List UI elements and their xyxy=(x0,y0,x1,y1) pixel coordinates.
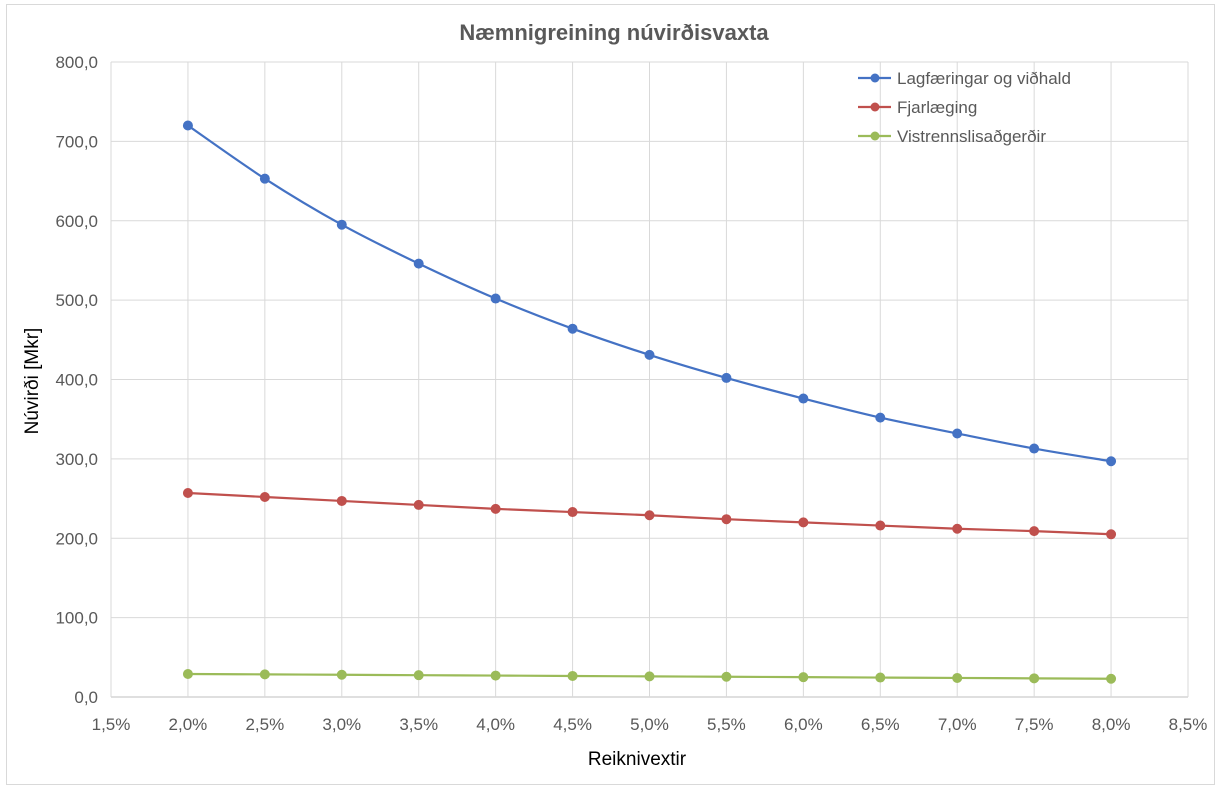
series-3-point xyxy=(567,670,578,681)
series-3-point xyxy=(1106,673,1117,684)
series-2-point xyxy=(1106,529,1117,540)
y-tick-label: 100,0 xyxy=(55,609,98,628)
chart-title: Næmnigreining núvirðisvaxta xyxy=(459,20,769,45)
series-2-point xyxy=(182,488,193,499)
series-1-point xyxy=(182,120,193,131)
series-1-point xyxy=(798,393,809,404)
series-3-point xyxy=(952,672,963,683)
y-axis-title: Núvirði [Mkr] xyxy=(22,328,43,435)
y-tick-label: 300,0 xyxy=(55,450,98,469)
y-tick-label: 800,0 xyxy=(55,53,98,72)
legend-item: Fjarlæging xyxy=(858,98,977,117)
series-2-point xyxy=(413,499,424,510)
x-tick-label: 4,5% xyxy=(553,715,592,734)
series-1-point xyxy=(721,372,732,383)
x-tick-label: 8,5% xyxy=(1169,715,1208,734)
legend-swatch-marker xyxy=(870,73,880,83)
legend-item: Lagfæringar og viðhald xyxy=(858,69,1071,88)
y-tick-label: 0,0 xyxy=(74,688,98,707)
series-2-point xyxy=(721,514,732,525)
series-1-point xyxy=(490,293,501,304)
x-tick-label: 2,5% xyxy=(245,715,284,734)
x-tick-label: 6,0% xyxy=(784,715,823,734)
x-tick-label: 7,5% xyxy=(1015,715,1054,734)
series-2-point xyxy=(644,510,655,521)
series-1-point xyxy=(644,349,655,360)
series-3-point xyxy=(875,672,886,683)
series-3-point xyxy=(259,669,270,680)
legend-swatch-marker xyxy=(870,102,880,112)
legend-label: Fjarlæging xyxy=(897,98,977,117)
series-1-point xyxy=(875,412,886,423)
legend: Lagfæringar og viðhald Fjarlæging Vistrenn… xyxy=(858,69,1071,146)
x-tick-label: 5,5% xyxy=(707,715,746,734)
chart-frame xyxy=(6,4,1215,785)
series-2-point xyxy=(798,517,809,528)
series-2-point xyxy=(567,507,578,518)
y-tick-label: 600,0 xyxy=(55,212,98,231)
series-1-point xyxy=(1106,456,1117,467)
series-1-point xyxy=(259,173,270,184)
series-3-point xyxy=(644,671,655,682)
series-3-point xyxy=(182,668,193,679)
x-tick-label: 7,0% xyxy=(938,715,977,734)
x-tick-label: 3,0% xyxy=(322,715,361,734)
series-1-point xyxy=(952,428,963,439)
series-2-point xyxy=(336,495,347,506)
series-3-point xyxy=(490,670,501,681)
series-1 xyxy=(182,120,1117,467)
series-3-point xyxy=(413,670,424,681)
legend-label: Vistrennslisaðgerðir xyxy=(897,127,1046,146)
grid-lines xyxy=(110,61,1189,698)
x-axis-title: Reiknivextir xyxy=(588,749,687,770)
series-3 xyxy=(182,668,1117,684)
y-tick-label: 500,0 xyxy=(55,291,98,310)
legend-label: Lagfæringar og viðhald xyxy=(897,69,1071,88)
series-3-point xyxy=(1029,673,1040,684)
series-1-point xyxy=(413,258,424,269)
series-1-point xyxy=(1029,443,1040,454)
series-2 xyxy=(182,488,1117,540)
y-tick-label: 200,0 xyxy=(55,529,98,548)
series-2-point xyxy=(259,491,270,502)
series-2-point xyxy=(1029,526,1040,537)
series-3-point xyxy=(798,672,809,683)
legend-item: Vistrennslisaðgerðir xyxy=(858,127,1046,146)
series-2-point xyxy=(952,523,963,534)
series-3-point xyxy=(336,669,347,680)
series-3-point xyxy=(721,671,732,682)
x-tick-label: 6,5% xyxy=(861,715,900,734)
x-tick-label: 3,5% xyxy=(399,715,438,734)
series-1-point xyxy=(567,323,578,334)
x-tick-label: 2,0% xyxy=(169,715,208,734)
series-2-point xyxy=(875,520,886,531)
y-tick-label: 700,0 xyxy=(55,132,98,151)
axes: 0,0 100,0 200,0 300,0 400,0 500,0 600,0 700,0 80… xyxy=(55,53,1207,734)
x-tick-label: 4,0% xyxy=(476,715,515,734)
series-1-point xyxy=(336,219,347,230)
y-tick-label: 400,0 xyxy=(55,371,98,390)
series-layer xyxy=(182,120,1117,684)
x-tick-label: 5,0% xyxy=(630,715,669,734)
legend-swatch-marker xyxy=(870,131,880,141)
x-tick-label: 8,0% xyxy=(1092,715,1131,734)
series-2-point xyxy=(490,503,501,514)
x-tick-label: 1,5% xyxy=(92,715,131,734)
